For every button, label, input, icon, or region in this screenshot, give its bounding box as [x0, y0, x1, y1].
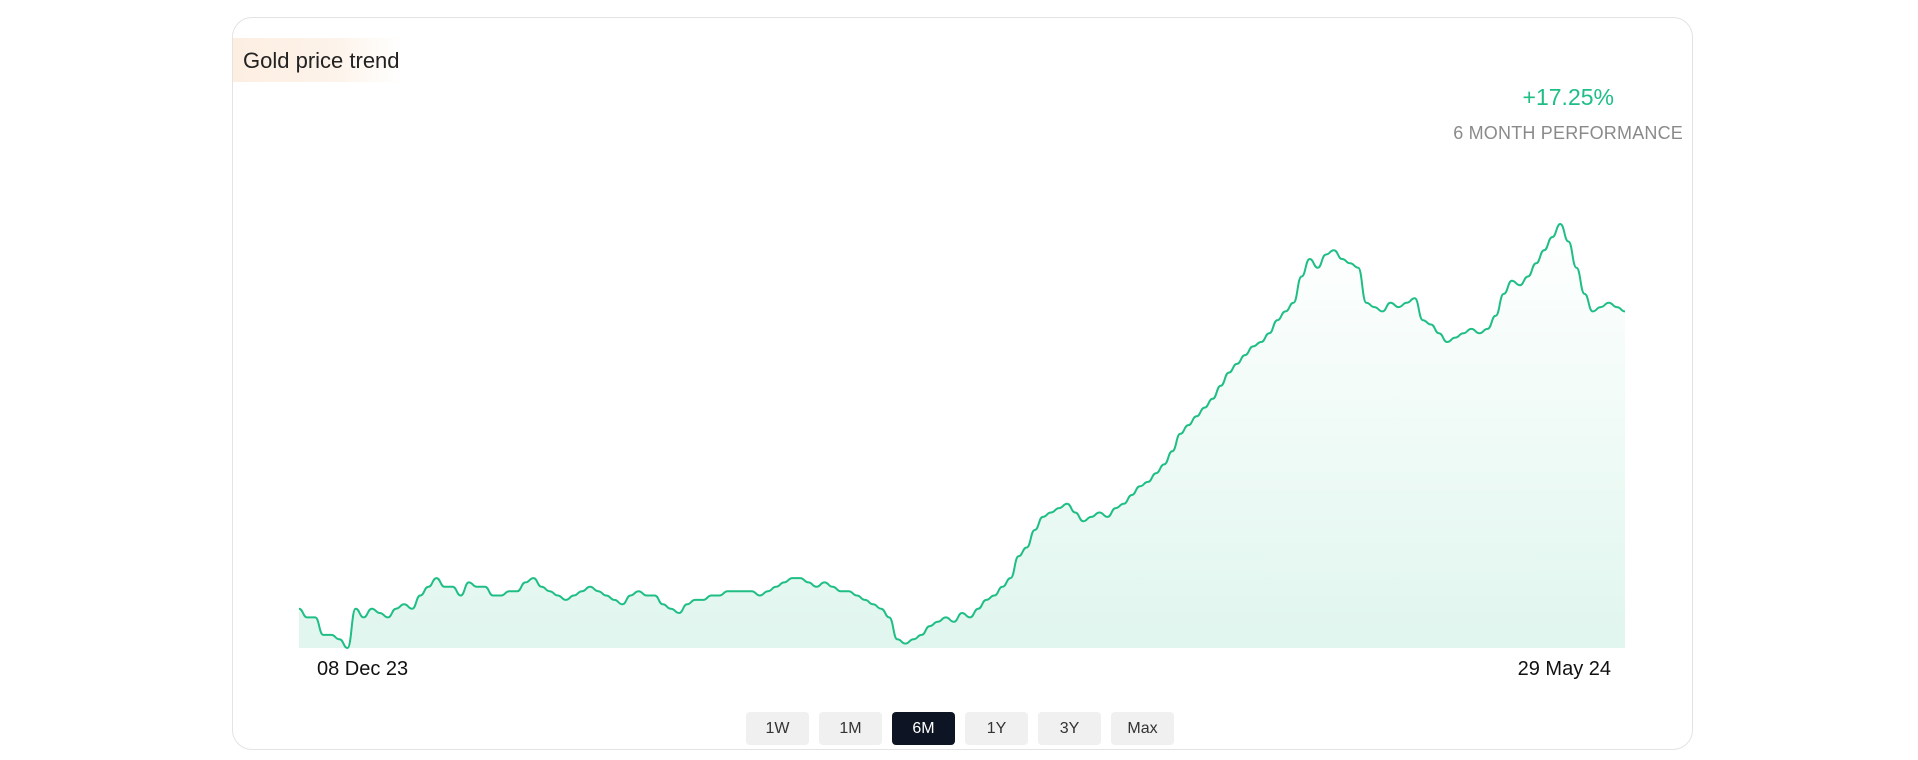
title-highlight: Gold price trend [233, 38, 403, 82]
performance-label: 6 MONTH PERFORMANCE [1453, 123, 1683, 143]
range-1m-button[interactable]: 1M [819, 712, 882, 745]
x-tick-label-start: 08 Dec 23 [317, 658, 408, 680]
range-1w-button[interactable]: 1W [746, 712, 809, 745]
range-1y-button[interactable]: 1Y [965, 712, 1028, 745]
performance-value: +17.25% [1522, 84, 1614, 110]
price-trend-card: Gold price trend +17.25% 6 MONTH PERFORM… [232, 17, 1693, 750]
range-selector: 1W 1M 6M 1Y 3Y Max [746, 712, 1174, 745]
chart-title: Gold price trend [243, 48, 400, 73]
x-tick-label-end: 29 May 24 [1518, 658, 1611, 680]
range-max-button[interactable]: Max [1111, 712, 1174, 745]
price-area [299, 224, 1625, 648]
range-6m-button[interactable]: 6M [892, 712, 955, 745]
price-line [298, 222, 1626, 650]
range-3y-button[interactable]: 3Y [1038, 712, 1101, 745]
price-chart: 08 Dec 23 29 May 24 [298, 222, 1626, 680]
